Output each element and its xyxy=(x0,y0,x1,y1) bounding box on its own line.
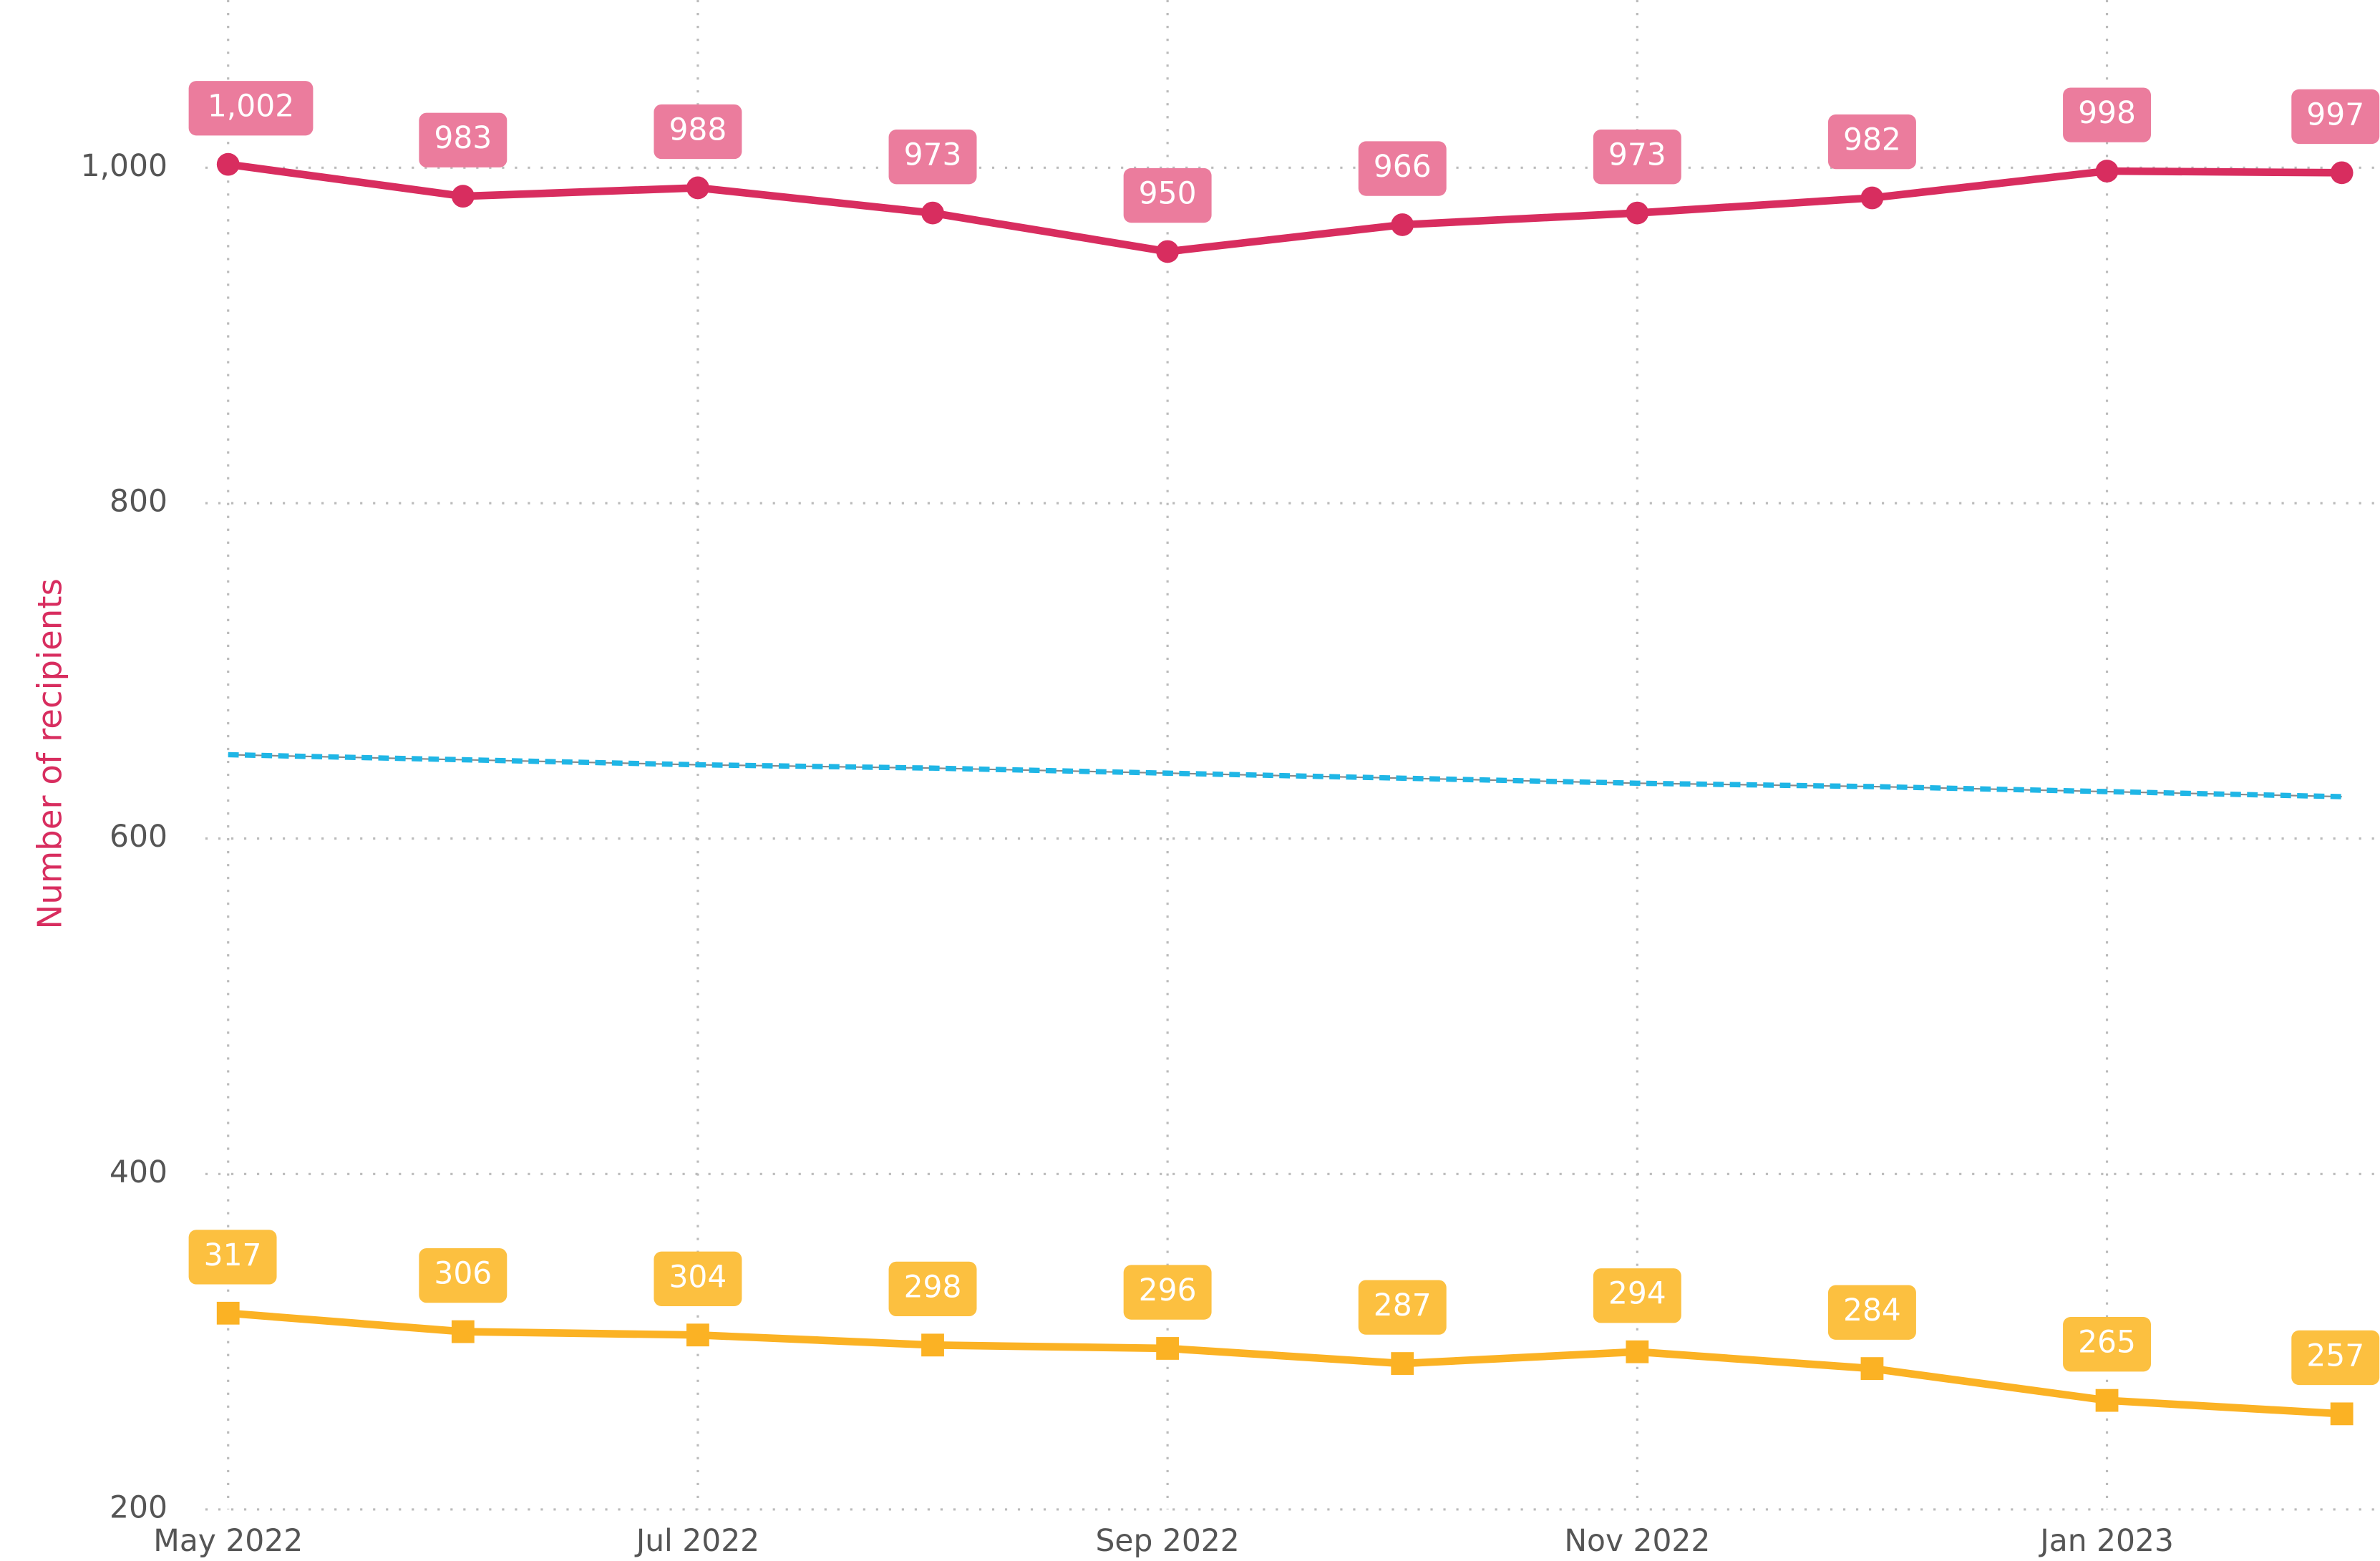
marker xyxy=(2095,1389,2119,1412)
data-label-box xyxy=(188,81,314,136)
marker xyxy=(451,1320,475,1343)
marker xyxy=(686,176,709,200)
series-line xyxy=(228,1309,2342,1418)
data-label-box xyxy=(2063,87,2152,142)
data-label: 997 xyxy=(2306,97,2364,132)
data-label-box xyxy=(188,1230,277,1285)
marker xyxy=(216,152,240,176)
data-label: 1,002 xyxy=(208,89,294,124)
marker xyxy=(2330,1402,2354,1426)
x-tick-label: Nov 2022 xyxy=(1564,1523,1710,1558)
marker xyxy=(1626,1340,1649,1363)
marker xyxy=(1391,213,1414,236)
data-label-box xyxy=(1827,1285,1916,1340)
data-label: 306 xyxy=(434,1256,492,1291)
data-label: 950 xyxy=(1139,176,1197,211)
marker xyxy=(1626,201,1649,225)
data-label-box xyxy=(654,104,742,160)
data-label: 257 xyxy=(2306,1338,2364,1373)
y-tick-label: 400 xyxy=(110,1154,167,1190)
data-label-box xyxy=(1827,114,1916,170)
x-tick-label: May 2022 xyxy=(153,1523,303,1558)
data-label: 983 xyxy=(434,120,492,155)
data-label-box xyxy=(1123,167,1212,223)
data-label-box xyxy=(2291,1330,2380,1386)
data-label: 284 xyxy=(1843,1293,1901,1328)
marker xyxy=(451,185,475,208)
x-tick-label: Jul 2022 xyxy=(634,1523,759,1558)
marker xyxy=(1156,240,1180,263)
data-label-box xyxy=(419,112,507,167)
marker xyxy=(2095,160,2119,183)
marker xyxy=(921,201,944,225)
data-label-box xyxy=(2063,1317,2152,1372)
data-label: 287 xyxy=(1374,1288,1432,1323)
data-label-box xyxy=(419,1248,507,1303)
data-label-box xyxy=(654,1251,742,1306)
marker xyxy=(1391,1352,1414,1375)
trend-line xyxy=(228,752,2342,799)
marker xyxy=(1156,1337,1180,1360)
data-label: 998 xyxy=(2078,95,2136,130)
marker xyxy=(1860,186,1884,210)
y-tick-label: 800 xyxy=(110,483,167,518)
marker xyxy=(216,1301,240,1325)
data-label: 296 xyxy=(1139,1273,1197,1308)
marker xyxy=(921,1333,944,1357)
marker xyxy=(1860,1357,1884,1380)
y-tick-label: 200 xyxy=(110,1489,167,1524)
data-label-box xyxy=(2291,89,2380,145)
y-axis-label: Number of recipients xyxy=(30,578,69,929)
data-label: 265 xyxy=(2078,1325,2136,1360)
y-tick-label: 600 xyxy=(110,819,167,854)
x-tick-label: Sep 2022 xyxy=(1096,1523,1240,1558)
data-label: 298 xyxy=(904,1269,962,1304)
y-tick-label: 1,000 xyxy=(81,148,167,183)
data-label: 988 xyxy=(669,112,727,147)
data-label-box xyxy=(888,1261,977,1317)
marker xyxy=(686,1323,709,1347)
data-label: 973 xyxy=(904,137,962,172)
data-label: 317 xyxy=(204,1237,262,1273)
data-label-box xyxy=(1358,1280,1447,1335)
data-label-box xyxy=(1358,141,1447,196)
data-label: 982 xyxy=(1843,122,1901,157)
data-label-box xyxy=(888,130,977,185)
x-tick-label: Jan 2023 xyxy=(2038,1523,2174,1558)
data-label: 294 xyxy=(1608,1276,1666,1311)
marker xyxy=(2330,161,2354,185)
data-label: 973 xyxy=(1608,137,1666,172)
series-line xyxy=(228,160,2342,256)
data-label-box xyxy=(1593,1268,1681,1323)
data-label: 304 xyxy=(669,1259,727,1294)
data-label: 966 xyxy=(1374,149,1432,184)
data-label-box xyxy=(1593,130,1681,185)
data-label-box xyxy=(1123,1265,1212,1320)
